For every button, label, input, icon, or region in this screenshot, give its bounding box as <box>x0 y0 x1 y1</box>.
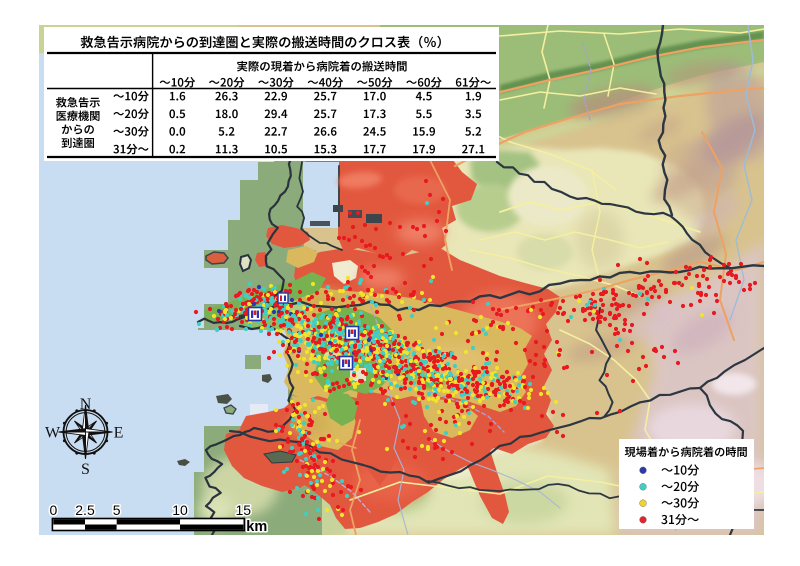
svg-text:10: 10 <box>172 502 188 518</box>
svg-text:W: W <box>45 425 61 442</box>
svg-text:km: km <box>246 519 267 535</box>
svg-text:2.5: 2.5 <box>75 502 95 518</box>
svg-text:0: 0 <box>50 502 58 518</box>
svg-text:E: E <box>114 425 124 442</box>
svg-text:5: 5 <box>113 502 121 518</box>
svg-text:S: S <box>81 461 90 478</box>
svg-text:15: 15 <box>236 502 252 518</box>
svg-text:N: N <box>80 396 92 413</box>
